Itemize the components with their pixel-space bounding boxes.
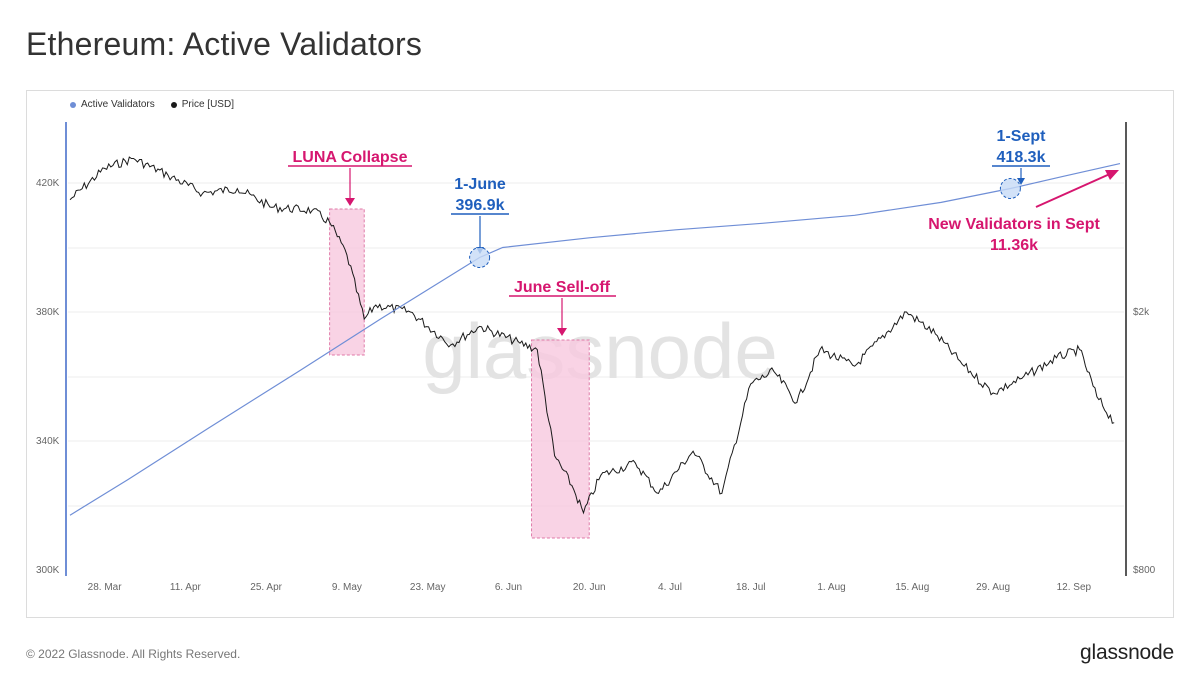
y-left-tick-label: 420K [36,178,60,189]
y-right-tick-label: $2k [1133,307,1150,318]
x-tick-label: 18. Jul [736,582,765,593]
legend-item-price[interactable]: Price [USD] [170,99,234,110]
june-1-marker [469,246,491,268]
y-left-tick-label: 380K [36,307,60,318]
june-1-value: 396.9k [456,197,505,214]
price-series-line [69,156,1115,515]
grid-lines [68,182,1124,507]
legend-item-validators[interactable]: Active Validators [70,99,155,110]
x-tick-label: 11. Apr [170,582,202,593]
x-tick-label: 6. Jun [495,582,522,593]
chart-frame [26,90,1174,618]
legend-dot-validators [70,101,76,108]
june-selloff-label: June Sell-off [514,279,611,296]
june-selloff-arrow-head [557,328,567,336]
new-validators-value: 11.36k [990,237,1038,254]
x-tick-label: 9. May [332,582,362,593]
y-left-tick-label: 300K [36,565,60,576]
y-right-tick-label: $800 [1133,565,1156,576]
luna-collapse-region [329,208,365,356]
june-1-label: 1-June [454,176,506,193]
chart-legend: Active Validators Price [USD] [70,99,234,110]
june-selloff-region [531,339,590,539]
x-tick-label: 12. Sep [1057,582,1092,593]
sept-1-arrow-head [1017,178,1025,185]
luna-collapse-label: LUNA Collapse [293,149,408,166]
page-title: Ethereum: Active Validators [26,26,423,62]
luna-arrow-head [345,198,355,206]
legend-label-validators: Active Validators [81,99,155,110]
sept-1-label: 1-Sept [997,128,1047,145]
x-tick-label: 29. Aug [976,582,1010,593]
x-tick-label: 25. Apr [250,582,282,593]
x-tick-label: 20. Jun [573,582,606,593]
validators-series-line [69,163,1121,516]
x-tick-label: 4. Jul [658,582,682,593]
legend-label-price: Price [USD] [181,99,234,110]
x-tick-label: 15. Aug [895,582,929,593]
watermark: glassnode [422,307,778,395]
y-axis-left-ticks: 420K 380K 340K 300K [36,178,60,576]
sept-1-value: 418.3k [997,149,1046,166]
footer-copyright: © 2022 Glassnode. All Rights Reserved. [26,647,241,661]
sept-1-marker [999,177,1021,199]
new-validators-arrow [1035,172,1113,208]
x-tick-label: 1. Aug [817,582,845,593]
x-axis-ticks: 28. Mar 11. Apr 25. Apr 9. May 23. May 6. Jun… [88,582,1092,593]
x-tick-label: 28. Mar [88,582,123,593]
new-validators-arrow-head [1105,170,1119,180]
y-axis-right-ticks: $2k $800 [1133,307,1156,576]
new-validators-label: New Validators in Sept [928,216,1100,233]
glassnode-logo[interactable]: glassnode [1080,641,1174,664]
legend-dot-price [170,101,177,108]
x-tick-label: 23. May [410,582,446,593]
y-left-tick-label: 340K [36,436,60,447]
